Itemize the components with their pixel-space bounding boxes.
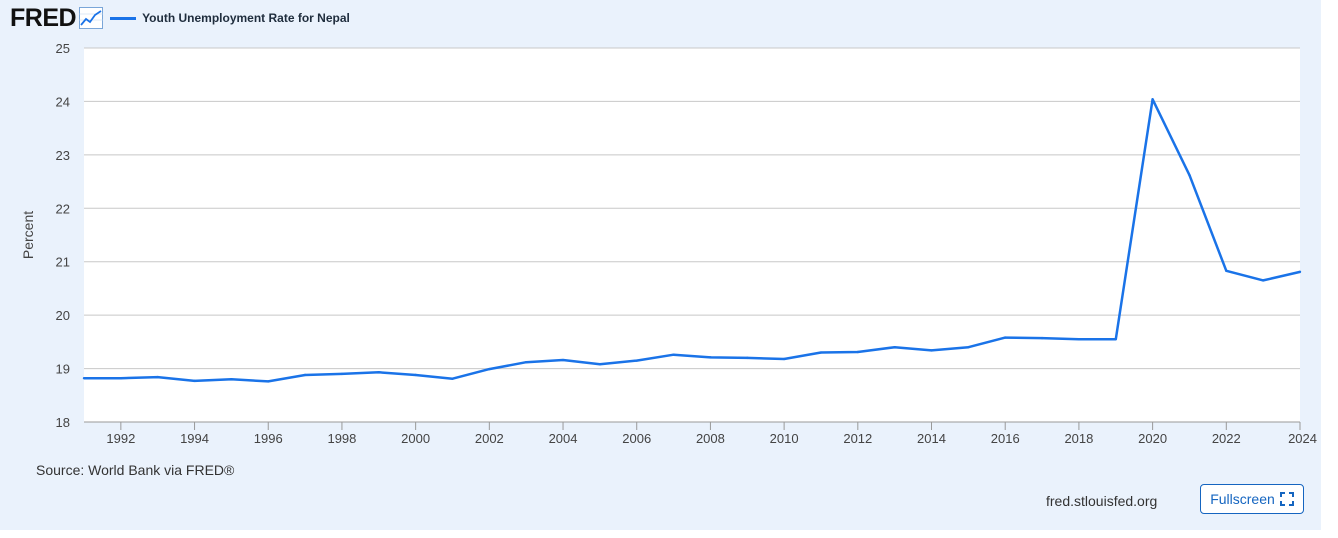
x-tick-label: 2010 — [770, 431, 799, 446]
data-point[interactable] — [193, 379, 196, 383]
site-link[interactable]: fred.stlouisfed.org — [1046, 493, 1158, 509]
data-point[interactable] — [635, 359, 638, 362]
data-point[interactable] — [672, 353, 675, 356]
data-point[interactable] — [1077, 337, 1081, 341]
legend-swatch — [110, 16, 137, 20]
data-point[interactable] — [524, 360, 528, 364]
x-tick-label: 2006 — [622, 431, 651, 446]
data-point[interactable] — [967, 346, 970, 349]
x-tick-label: 2014 — [917, 431, 946, 446]
legend-label[interactable]: Youth Unemployment Rate for Nepal — [142, 11, 350, 25]
data-point[interactable] — [782, 357, 786, 361]
data-point[interactable] — [451, 377, 454, 380]
expand-corners-icon — [1279, 492, 1294, 506]
data-point[interactable] — [1040, 336, 1044, 340]
data-point[interactable] — [1298, 270, 1302, 274]
y-tick-label: 23 — [56, 148, 70, 163]
fred-logo[interactable]: FRED — [10, 3, 77, 32]
series-line[interactable] — [84, 98, 1301, 383]
data-point[interactable] — [819, 351, 823, 354]
x-tick-label: 2018 — [1064, 431, 1093, 446]
y-tick-label: 18 — [56, 415, 70, 430]
data-point[interactable] — [303, 373, 307, 377]
x-tick-label: 1998 — [327, 431, 356, 446]
data-point[interactable] — [414, 373, 417, 377]
data-point[interactable] — [230, 378, 233, 381]
data-point[interactable] — [119, 376, 123, 380]
y-tick-label: 22 — [56, 201, 70, 216]
x-tick-label: 2016 — [991, 431, 1020, 446]
data-point[interactable] — [1225, 269, 1228, 272]
data-point[interactable] — [377, 371, 380, 374]
data-point[interactable] — [709, 356, 712, 359]
data-point[interactable] — [1114, 337, 1117, 341]
y-tick-label: 20 — [56, 308, 70, 323]
x-tick-label: 1994 — [180, 431, 209, 446]
data-point[interactable] — [1004, 336, 1007, 339]
x-tick-label: 2008 — [696, 431, 725, 446]
data-point[interactable] — [1151, 98, 1154, 101]
data-point[interactable] — [598, 363, 602, 366]
data-point[interactable] — [856, 350, 860, 354]
x-tick-label: 2000 — [401, 431, 430, 446]
data-point[interactable] — [1188, 173, 1191, 177]
x-tick-label: 2022 — [1212, 431, 1241, 446]
x-tick-label: 2002 — [475, 431, 504, 446]
data-point[interactable] — [893, 346, 896, 349]
data-point[interactable] — [82, 376, 86, 380]
data-point[interactable] — [156, 375, 159, 379]
data-point[interactable] — [561, 358, 565, 362]
plot-background — [84, 48, 1300, 422]
y-axis-label: Percent — [20, 211, 36, 259]
data-point[interactable] — [267, 380, 270, 383]
chart-header: FRED Youth Unemployment Rate for Nepal — [10, 4, 350, 32]
source-note: Source: World Bank via FRED® — [36, 462, 235, 478]
x-tick-label: 1992 — [106, 431, 135, 446]
fullscreen-label: Fullscreen — [1210, 491, 1275, 507]
y-tick-label: 21 — [56, 255, 70, 270]
fullscreen-button[interactable]: Fullscreen — [1200, 484, 1304, 514]
data-point[interactable] — [930, 349, 933, 352]
x-tick-label: 2012 — [843, 431, 872, 446]
x-tick-label: 1996 — [254, 431, 283, 446]
data-point[interactable] — [746, 356, 749, 360]
data-point[interactable] — [488, 367, 491, 371]
data-point[interactable] — [1261, 279, 1265, 282]
chart-legend: Youth Unemployment Rate for Nepal — [110, 11, 350, 25]
x-tick-label: 2024 — [1288, 431, 1317, 446]
y-tick-label: 25 — [56, 41, 70, 56]
data-point[interactable] — [340, 372, 344, 376]
y-tick-label: 19 — [56, 362, 70, 377]
trend-line-icon — [79, 7, 104, 29]
x-tick-label: 2020 — [1138, 431, 1167, 446]
y-tick-label: 24 — [56, 94, 70, 109]
x-tick-label: 2004 — [549, 431, 578, 446]
